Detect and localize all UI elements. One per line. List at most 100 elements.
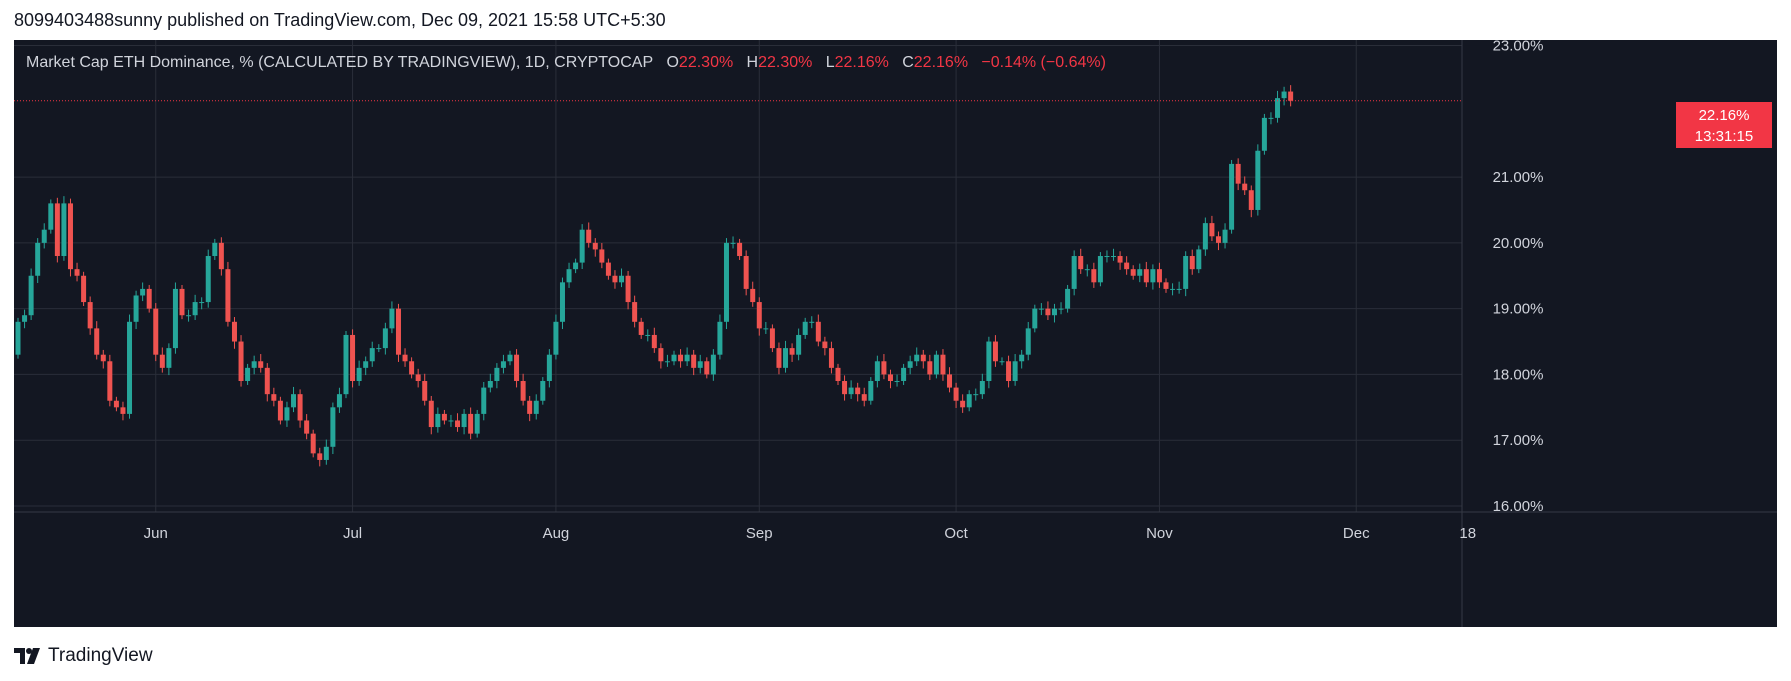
candle-body bbox=[415, 374, 421, 382]
candle-body bbox=[487, 381, 493, 388]
candle bbox=[1084, 264, 1090, 277]
candle-body bbox=[1222, 229, 1228, 243]
candle bbox=[455, 413, 461, 432]
candle bbox=[861, 387, 867, 407]
candle-body bbox=[605, 262, 611, 276]
candle-body bbox=[1006, 361, 1012, 382]
candle bbox=[671, 350, 677, 366]
candle bbox=[153, 303, 159, 362]
candle bbox=[691, 349, 697, 376]
candle-body bbox=[369, 348, 375, 362]
y-tick-label: 16.00% bbox=[1493, 498, 1544, 515]
candle bbox=[343, 331, 349, 399]
candle bbox=[514, 349, 520, 388]
x-tick-label: Dec bbox=[1343, 525, 1370, 542]
candle bbox=[258, 354, 264, 373]
candle-body bbox=[317, 453, 323, 460]
candle bbox=[218, 237, 224, 276]
candlestick-chart[interactable]: 23.00% 21.00% 20.00% 19.00% 18.00% 17.00% 16.0… bbox=[14, 40, 1777, 627]
candle bbox=[914, 347, 920, 367]
candle-body bbox=[225, 269, 231, 322]
candle bbox=[894, 374, 900, 387]
candle-body bbox=[507, 354, 513, 362]
candle-body bbox=[586, 229, 592, 243]
candle-body bbox=[1045, 308, 1051, 316]
candle bbox=[763, 321, 769, 334]
candle-body bbox=[619, 275, 625, 283]
candle bbox=[953, 382, 959, 408]
candle-body bbox=[776, 348, 782, 368]
candle-body bbox=[947, 374, 953, 388]
candle bbox=[1189, 249, 1195, 275]
candle bbox=[868, 377, 874, 405]
candle bbox=[133, 290, 139, 330]
symbol-legend: Market Cap ETH Dominance, % (CALCULATED … bbox=[26, 54, 1106, 72]
candle-body bbox=[409, 361, 415, 375]
candle-body bbox=[448, 420, 454, 422]
candle bbox=[1058, 302, 1064, 315]
candle bbox=[127, 314, 133, 419]
candle-body bbox=[553, 321, 559, 355]
candle bbox=[61, 196, 67, 261]
candle-body bbox=[107, 361, 113, 401]
candle-body bbox=[671, 354, 677, 362]
candle-body bbox=[809, 321, 815, 323]
candle bbox=[907, 355, 913, 375]
candle bbox=[15, 317, 21, 359]
chart-panel[interactable]: 23.00% 21.00% 20.00% 19.00% 18.00% 17.00% 16.0… bbox=[14, 40, 1777, 627]
candle bbox=[231, 317, 237, 349]
candle-body bbox=[1058, 308, 1064, 310]
candle bbox=[146, 284, 152, 313]
tradingview-logo[interactable]: TradingView bbox=[14, 645, 153, 667]
candle bbox=[619, 268, 625, 288]
candle bbox=[730, 236, 736, 249]
candle bbox=[304, 414, 310, 440]
candle bbox=[120, 401, 126, 421]
candle-body bbox=[1038, 308, 1044, 310]
candle-body bbox=[41, 229, 47, 243]
candle-body bbox=[756, 302, 762, 329]
candle-body bbox=[1255, 150, 1261, 210]
candle-body bbox=[612, 275, 618, 283]
candle bbox=[409, 357, 415, 379]
candle bbox=[723, 238, 729, 330]
candle bbox=[422, 373, 428, 406]
candle-body bbox=[166, 348, 172, 368]
candle bbox=[81, 271, 87, 307]
candle-body bbox=[546, 354, 552, 382]
candle-body bbox=[1288, 91, 1294, 101]
candle-body bbox=[664, 361, 670, 363]
candle bbox=[717, 314, 723, 360]
candle-body bbox=[632, 302, 638, 322]
candle-body bbox=[363, 361, 369, 368]
candle bbox=[336, 387, 342, 413]
y-tick-label: 19.00% bbox=[1493, 301, 1544, 318]
candle-body bbox=[120, 407, 126, 414]
candle bbox=[1288, 85, 1294, 107]
candle-body bbox=[113, 400, 119, 408]
candle-body bbox=[48, 203, 54, 230]
candle bbox=[284, 401, 290, 427]
candle bbox=[474, 409, 480, 438]
candle-body bbox=[861, 394, 867, 401]
candle-body bbox=[199, 302, 205, 304]
candle-body bbox=[717, 321, 723, 355]
candle bbox=[1261, 113, 1267, 155]
y-tick-label: 17.00% bbox=[1493, 432, 1544, 449]
candle bbox=[1248, 185, 1254, 218]
candle-body bbox=[658, 348, 664, 362]
candle-body bbox=[422, 381, 428, 401]
candle bbox=[245, 363, 251, 385]
candle-body bbox=[986, 341, 992, 382]
candle-body bbox=[1065, 288, 1071, 309]
candle bbox=[828, 341, 834, 374]
candle-body bbox=[67, 203, 73, 270]
candle-body bbox=[343, 334, 349, 395]
candle-body bbox=[540, 381, 546, 401]
candle-body bbox=[579, 229, 585, 263]
candle-body bbox=[1183, 256, 1189, 289]
candle-body bbox=[22, 315, 28, 322]
candle-body bbox=[74, 269, 80, 276]
candle bbox=[1051, 303, 1057, 323]
legend-open-label: O bbox=[666, 54, 679, 71]
